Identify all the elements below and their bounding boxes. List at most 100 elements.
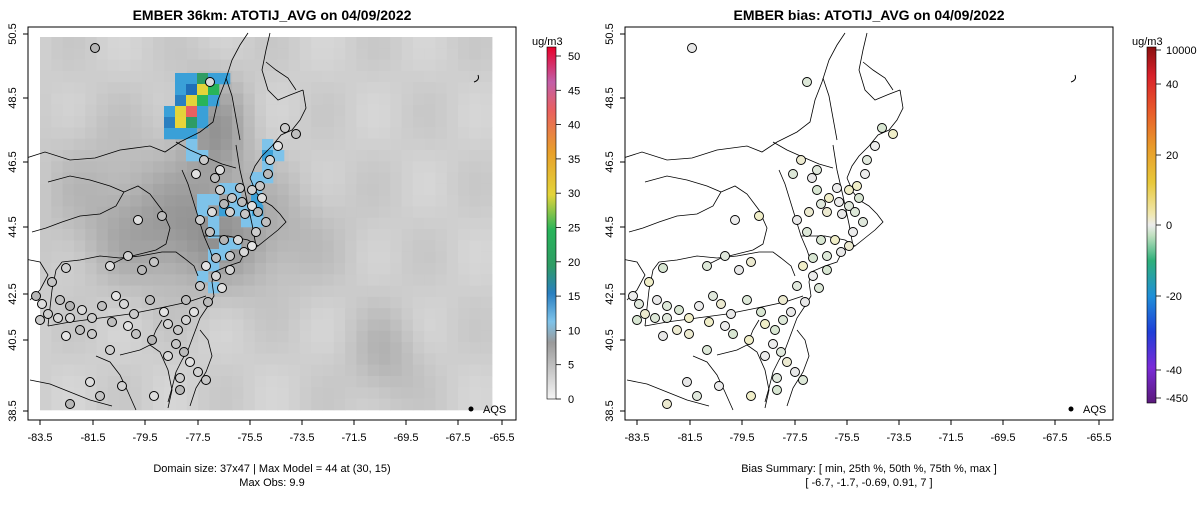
colorbar-tick-label: 0 [1166, 220, 1172, 232]
grid-cell [85, 285, 97, 298]
grid-cell [435, 387, 448, 399]
grid-cell [424, 364, 436, 377]
grid-cell [107, 104, 120, 117]
grid-cell [175, 48, 188, 60]
grid-cell [435, 206, 448, 219]
colorbar-tick-label: 10 [568, 325, 580, 337]
aqs-site-marker [658, 263, 668, 273]
grid-cell [401, 229, 414, 241]
grid-cell [458, 70, 470, 83]
grid-cell [266, 308, 278, 320]
grid-cell [73, 387, 86, 399]
grid-cell [480, 116, 493, 128]
grid-cell [299, 376, 312, 388]
grid-cell [356, 59, 369, 72]
aqs-site-marker [159, 307, 169, 317]
y-tick-label: 48.5 [604, 87, 616, 108]
colorbar-tick-label: 5 [568, 360, 574, 372]
grid-cell [480, 285, 493, 298]
grid-cell [175, 285, 188, 298]
grid-cell [62, 104, 75, 117]
grid-cell [367, 308, 380, 320]
grid-cell [322, 251, 335, 264]
grid-cell [141, 59, 154, 72]
grid-cell [243, 296, 256, 309]
grid-cell [288, 296, 301, 309]
grid-cell [277, 353, 289, 366]
grid-cell [141, 82, 154, 94]
grid-cell [412, 37, 425, 49]
grid-cell [480, 263, 493, 275]
grid-cell [85, 206, 97, 219]
grid-cell [288, 195, 301, 207]
grid-cell [345, 229, 357, 241]
aqs-site-marker [844, 241, 854, 251]
grid-cell [367, 296, 380, 309]
aqs-site-marker [189, 307, 199, 317]
grid-cell [51, 353, 63, 366]
grid-cell [345, 387, 357, 399]
grid-cell [175, 161, 188, 173]
grid-cell [390, 376, 402, 388]
grid-cell [40, 364, 52, 377]
grid-cell [220, 37, 233, 49]
aqs-site-marker [225, 251, 235, 261]
grid-cell [480, 364, 493, 377]
grid-cell [401, 251, 414, 264]
grid-cell [401, 319, 414, 332]
aqs-site-marker [802, 77, 812, 87]
grid-cell [424, 150, 436, 162]
aqs-site-marker [808, 271, 818, 281]
grid-cell [266, 387, 278, 399]
aqs-site-marker [77, 305, 87, 315]
grid-cell [164, 229, 176, 241]
grid-cell [446, 116, 459, 128]
grid-cell [107, 296, 120, 309]
boundary-line [265, 61, 297, 91]
grid-cell [446, 195, 459, 207]
aqs-site-marker [61, 263, 71, 273]
grid-cell [62, 364, 75, 377]
grid-cell [232, 330, 244, 343]
grid-cell [311, 364, 323, 377]
grid-cell [141, 172, 154, 185]
grid-cell [356, 285, 369, 298]
grid-cell [469, 59, 482, 72]
grid-cell [198, 161, 210, 173]
grid-cell [186, 37, 199, 49]
grid-cell [469, 48, 482, 60]
aqs-site-marker [149, 257, 159, 267]
grid-cell [198, 251, 210, 264]
grid-cell [243, 353, 256, 366]
grid-cell [243, 364, 256, 377]
grid-cell [311, 376, 323, 388]
grid-cell [299, 319, 312, 332]
grid-cell [367, 251, 380, 264]
grid-cell [322, 353, 335, 366]
grid-cell [130, 398, 143, 411]
grid-cell [198, 37, 210, 49]
grid-cell [266, 70, 278, 83]
grid-cell [254, 138, 267, 151]
grid-cell [299, 217, 312, 230]
grid-cell [277, 240, 289, 253]
aqs-site-marker [684, 329, 694, 339]
grid-cell [446, 48, 459, 60]
aqs-site-marker [632, 315, 642, 325]
grid-cell [266, 59, 278, 72]
grid-cell [424, 376, 436, 388]
grid-cell [322, 319, 335, 332]
grid-cell [435, 217, 448, 230]
y-tick-label: 46.5 [7, 151, 19, 172]
grid-cell [412, 274, 425, 286]
aqs-site-marker [227, 193, 237, 203]
grid-cell [209, 308, 222, 320]
grid-cell [96, 251, 109, 264]
grid-cell [232, 308, 244, 320]
grid-cell [209, 127, 222, 140]
y-tick-label: 42.5 [7, 283, 19, 304]
grid-cell [311, 342, 323, 354]
x-tick-label: -75.5 [237, 432, 262, 444]
grid-cell [186, 263, 199, 275]
